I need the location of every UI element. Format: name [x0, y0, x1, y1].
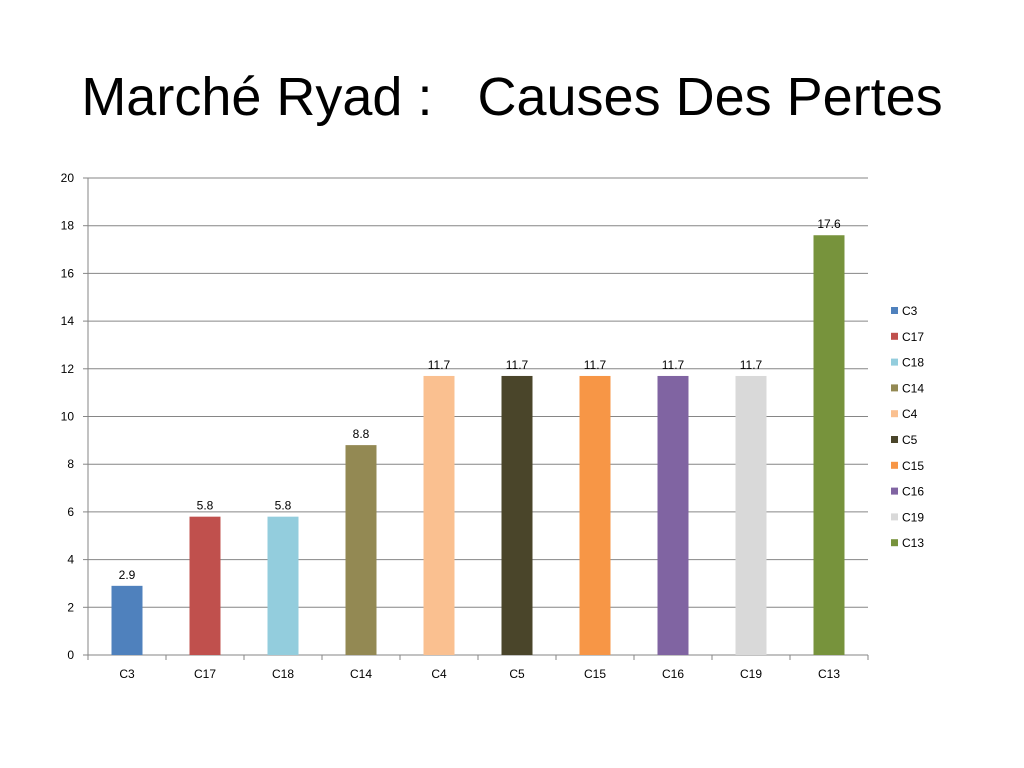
data-label: 17.6 — [817, 217, 841, 231]
legend-label: C19 — [902, 510, 924, 524]
y-tick-label: 0 — [67, 648, 74, 662]
legend-swatch — [891, 384, 898, 392]
legend-swatch — [891, 461, 898, 469]
bar-c15 — [579, 375, 611, 655]
y-tick-label: 12 — [61, 362, 75, 376]
x-tick-label: C5 — [509, 667, 525, 681]
data-label: 11.7 — [428, 358, 451, 372]
y-tick-label: 18 — [61, 219, 75, 233]
data-label: 8.8 — [353, 427, 370, 441]
y-tick-label: 8 — [67, 457, 74, 471]
bar-c4 — [423, 375, 455, 655]
y-tick-label: 4 — [67, 553, 74, 567]
legend-swatch — [891, 539, 898, 547]
legend-label: C18 — [902, 356, 924, 370]
legend-label: C16 — [902, 485, 924, 499]
x-tick-label: C18 — [272, 667, 294, 681]
bar-c18 — [267, 516, 299, 655]
x-tick-label: C15 — [584, 667, 606, 681]
y-tick-label: 14 — [61, 314, 75, 328]
data-label: 2.9 — [119, 568, 136, 582]
legend-swatch — [891, 307, 898, 314]
bar-c16 — [657, 375, 689, 655]
data-label: 11.7 — [662, 358, 685, 372]
data-label: 11.7 — [506, 358, 529, 372]
bar-c17 — [189, 516, 221, 655]
data-label: 11.7 — [584, 358, 607, 372]
legend-swatch — [891, 487, 898, 495]
x-tick-label: C16 — [662, 667, 684, 681]
data-label: 11.7 — [740, 358, 763, 372]
bar-c3 — [111, 585, 143, 655]
y-tick-label: 2 — [67, 600, 74, 614]
legend-swatch — [891, 410, 898, 418]
legend-swatch — [891, 513, 898, 521]
x-tick-label: C17 — [194, 667, 216, 681]
y-tick-label: 6 — [67, 505, 74, 519]
bar-c19 — [735, 375, 767, 655]
legend-label: C5 — [902, 433, 918, 447]
legend-label: C14 — [902, 381, 924, 395]
legend-swatch — [891, 358, 898, 366]
legend-label: C15 — [902, 459, 924, 473]
y-tick-label: 10 — [61, 410, 75, 424]
legend-label: C3 — [902, 304, 918, 318]
legend-label: C17 — [902, 330, 924, 344]
legend-swatch — [891, 332, 898, 340]
y-tick-label: 16 — [61, 266, 75, 280]
bar-c5 — [501, 375, 533, 655]
x-tick-label: C14 — [350, 667, 372, 681]
y-tick-label: 20 — [61, 171, 75, 185]
bar-c13 — [813, 235, 845, 656]
x-tick-label: C4 — [431, 667, 447, 681]
x-tick-label: C19 — [740, 667, 762, 681]
legend-swatch — [891, 436, 898, 443]
data-label: 5.8 — [197, 499, 214, 513]
bar-c14 — [345, 445, 377, 655]
data-label: 5.8 — [275, 499, 292, 513]
legend-label: C13 — [902, 536, 924, 550]
x-tick-label: C3 — [119, 667, 135, 681]
slide-title: Marché Ryad : Causes Des Pertes — [81, 67, 943, 127]
legend-label: C4 — [902, 407, 918, 421]
x-tick-label: C13 — [818, 667, 840, 681]
